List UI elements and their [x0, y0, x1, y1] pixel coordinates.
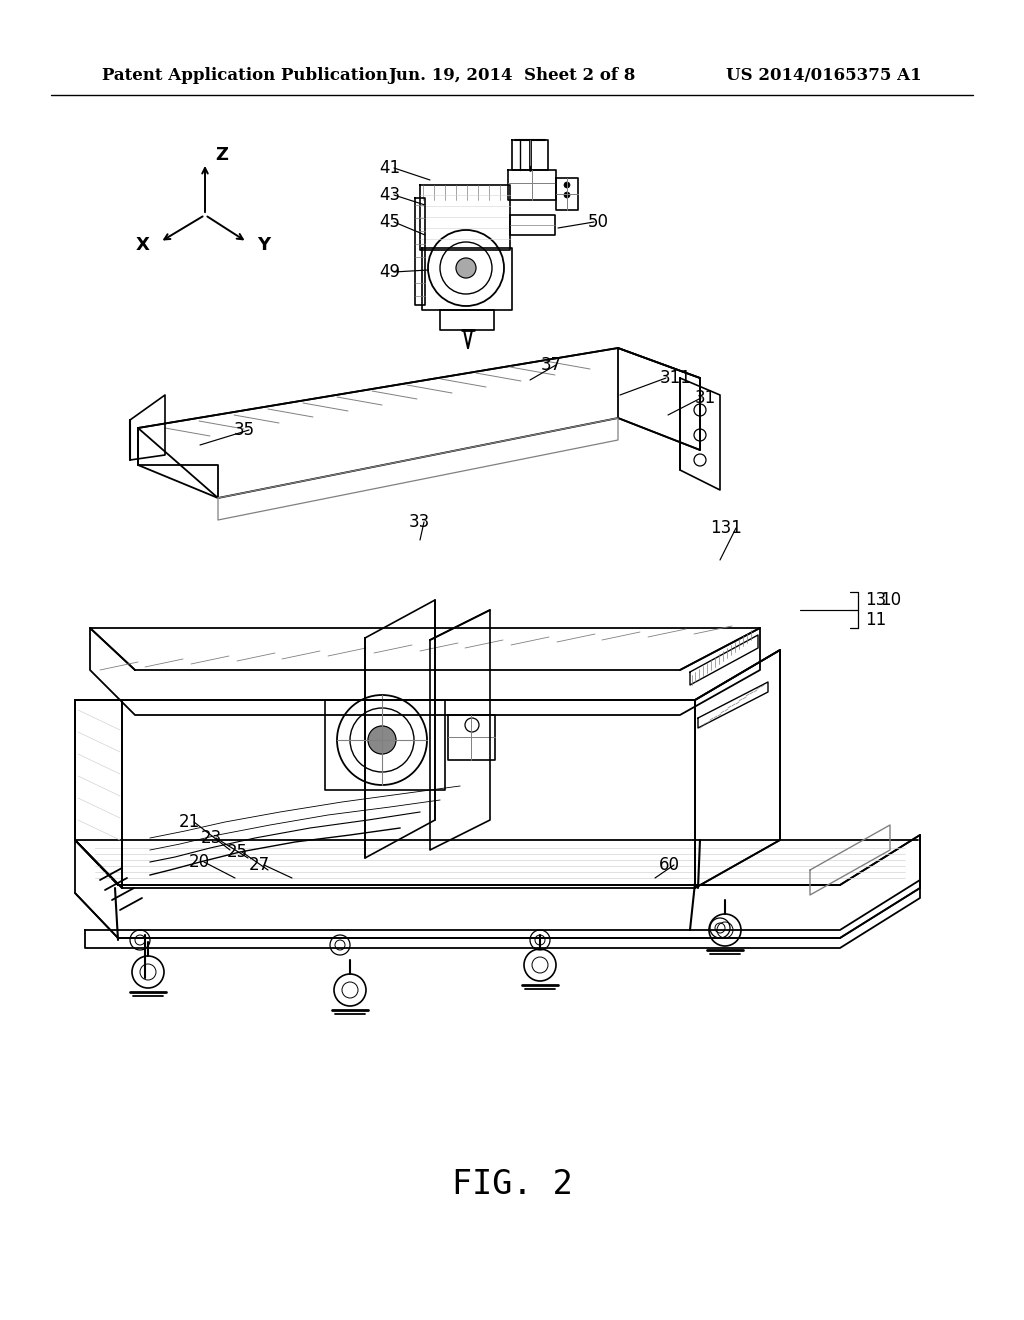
Circle shape	[564, 182, 570, 187]
Text: 25: 25	[227, 843, 248, 861]
Text: 35: 35	[233, 421, 255, 440]
Circle shape	[456, 257, 476, 279]
Text: 20: 20	[188, 853, 210, 871]
Text: 10: 10	[880, 591, 901, 609]
Text: Z: Z	[215, 147, 228, 164]
Text: 45: 45	[379, 213, 400, 231]
Text: 50: 50	[588, 213, 609, 231]
Text: FIG. 2: FIG. 2	[452, 1168, 572, 1201]
Circle shape	[440, 242, 492, 294]
Text: 131: 131	[710, 519, 742, 537]
Circle shape	[350, 708, 414, 772]
Circle shape	[564, 191, 570, 198]
Text: 27: 27	[249, 855, 270, 874]
Text: 31: 31	[695, 389, 716, 407]
Circle shape	[368, 726, 396, 754]
Text: 311: 311	[660, 370, 692, 387]
Text: 33: 33	[409, 513, 430, 531]
Text: Y: Y	[257, 236, 270, 253]
Text: 21: 21	[179, 813, 200, 832]
Text: 37: 37	[541, 356, 562, 374]
Text: Jun. 19, 2014  Sheet 2 of 8: Jun. 19, 2014 Sheet 2 of 8	[388, 66, 636, 83]
Text: 11: 11	[865, 611, 886, 630]
Text: US 2014/0165375 A1: US 2014/0165375 A1	[726, 66, 922, 83]
Text: 23: 23	[201, 829, 222, 847]
Text: 41: 41	[379, 158, 400, 177]
Text: 49: 49	[379, 263, 400, 281]
Text: 43: 43	[379, 186, 400, 205]
Text: X: X	[136, 236, 150, 253]
Text: Patent Application Publication: Patent Application Publication	[102, 66, 388, 83]
Text: 60: 60	[659, 855, 680, 874]
Text: 13: 13	[865, 591, 886, 609]
